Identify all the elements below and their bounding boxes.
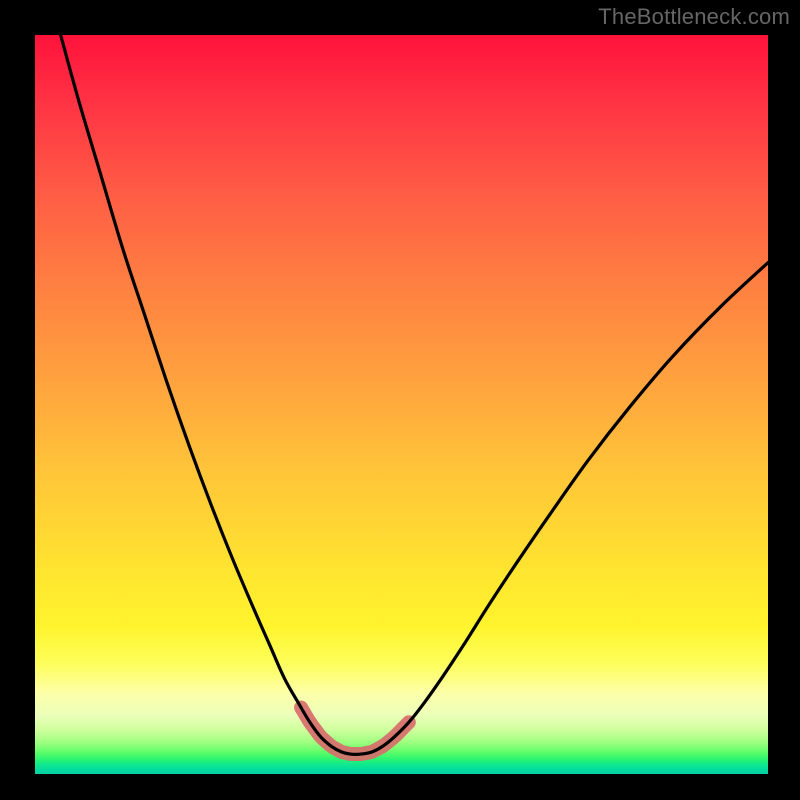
plot-area <box>35 35 768 774</box>
main-curve <box>61 35 768 754</box>
outer-frame: TheBottleneck.com <box>0 0 800 800</box>
curve-layer <box>35 35 768 774</box>
watermark-text: TheBottleneck.com <box>598 4 790 30</box>
